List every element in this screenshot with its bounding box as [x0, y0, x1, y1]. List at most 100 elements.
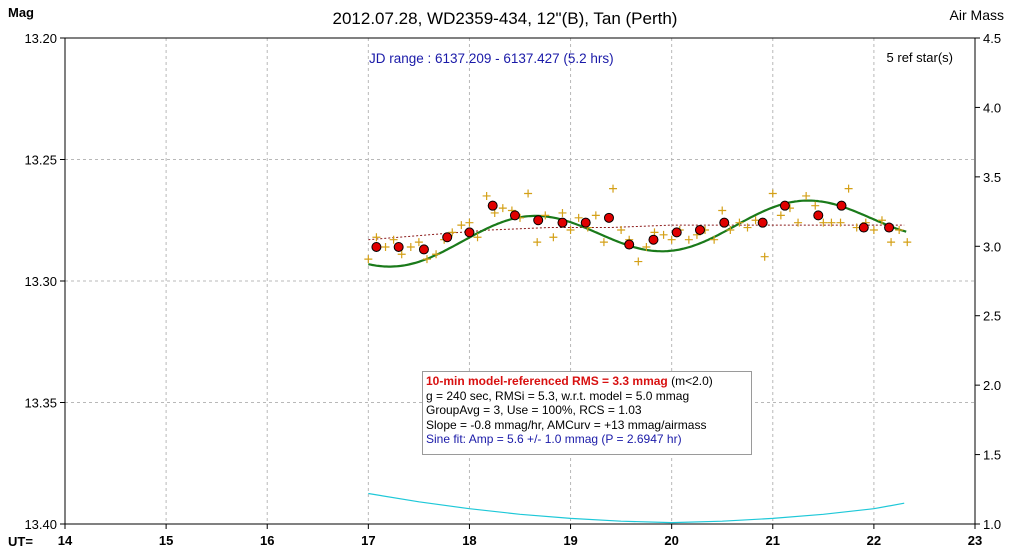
rms-label: 10-min model-referenced RMS = 3.3 mmag: [426, 374, 668, 388]
raw-measurement-point: [802, 191, 811, 200]
averaged-point: [648, 234, 659, 245]
raw-measurement-point: [726, 225, 735, 234]
raw-measurement-point: [372, 233, 381, 242]
airmass-curve: [368, 492, 905, 524]
raw-measurement-point: [566, 225, 575, 234]
stats-line-5: Sine fit: Amp = 5.6 +/- 1.0 mmag (P = 2.…: [426, 432, 682, 446]
raw-measurement-point: [591, 211, 600, 220]
raw-measurement-point: [490, 208, 499, 217]
averaged-point: [557, 217, 568, 228]
stats-line-2: g = 240 sec, RMSi = 5.3, w.r.t. model = …: [426, 388, 690, 403]
data-series: [364, 184, 912, 524]
raw-measurement-point: [609, 184, 618, 193]
stats-line-4: Slope = -0.8 mmag/hr, AMCurv = +13 mmag/…: [426, 417, 707, 432]
y2-tick-label: 4.5: [983, 31, 1001, 46]
averaged-point: [418, 244, 429, 255]
x-axis-label: UT=: [8, 534, 33, 549]
x-tick-label: 22: [867, 533, 881, 548]
raw-measurement-point: [381, 242, 390, 251]
averaged-point: [393, 241, 404, 252]
raw-measurement-point: [397, 250, 406, 259]
averaged-point: [603, 212, 614, 223]
raw-measurement-point: [406, 242, 415, 251]
averaged-point: [533, 215, 544, 226]
raw-measurement-point: [667, 235, 676, 244]
averaged-point: [779, 200, 790, 211]
rms-condition: (m<2.0): [667, 374, 713, 388]
y-tick-label: 13.40: [24, 517, 57, 532]
x-tick-label: 16: [260, 533, 274, 548]
y2-tick-label: 3.5: [983, 170, 1001, 185]
sine-fit-curve: [368, 199, 907, 268]
raw-measurement-point: [389, 235, 398, 244]
averaged-point: [580, 217, 591, 228]
raw-measurement-point: [751, 216, 760, 225]
raw-measurement-point: [768, 189, 777, 198]
raw-measurement-point: [574, 213, 583, 222]
x-tick-label: 19: [563, 533, 577, 548]
averaged-point: [836, 200, 847, 211]
chart-title: 2012.07.28, WD2359-434, 12"(B), Tan (Per…: [333, 9, 678, 28]
y2-tick-label: 1.0: [983, 517, 1001, 532]
raw-measurement-point: [743, 223, 752, 232]
averaged-point: [813, 210, 824, 221]
averaged-point: [442, 232, 453, 243]
stats-line-1: 10-min model-referenced RMS = 3.3 mmag (…: [426, 374, 751, 389]
raw-measurement-point: [364, 255, 373, 264]
raw-measurement-point: [448, 228, 457, 237]
raw-measurement-point: [844, 184, 853, 193]
y2-tick-label: 4.0: [983, 100, 1001, 115]
raw-measurement-point: [718, 206, 727, 215]
averaged-point: [671, 227, 682, 238]
raw-measurement-point: [457, 221, 466, 230]
y2-tick-label: 2.0: [983, 378, 1001, 393]
raw-measurement-point: [836, 218, 845, 227]
averaged-point: [757, 217, 768, 228]
averaged-point: [509, 210, 520, 221]
y-axis-label: Mag: [8, 5, 34, 20]
raw-measurement-point: [599, 238, 608, 247]
raw-measurement-point: [760, 252, 769, 261]
x-tick-label: 17: [361, 533, 375, 548]
averaged-point: [694, 224, 705, 235]
raw-measurement-point: [498, 204, 507, 213]
raw-measurement-point: [414, 238, 423, 247]
raw-measurement-point: [735, 218, 744, 227]
raw-measurement-point: [634, 257, 643, 266]
raw-measurement-point: [533, 238, 542, 247]
raw-measurement-point: [903, 238, 912, 247]
raw-measurement-point: [869, 225, 878, 234]
ref-stars-label: 5 ref star(s): [887, 50, 953, 65]
raw-measurement-point: [465, 218, 474, 227]
raw-measurement-point: [549, 233, 558, 242]
axis-ticks: 14 15 16 17 18 19 20 21 22 23 13.20 13.25 13.30 13.35…: [24, 31, 1001, 548]
raw-measurement-point: [642, 242, 651, 251]
stats-box: 10-min model-referenced RMS = 3.3 mmag (…: [422, 371, 752, 455]
raw-measurement-point: [558, 208, 567, 217]
raw-measurement-point: [659, 230, 668, 239]
stats-line-3: GroupAvg = 3, Use = 100%, RCS = 1.03: [426, 403, 642, 417]
raw-measurement-point: [776, 211, 785, 220]
raw-measurement-point: [473, 233, 482, 242]
x-tick-label: 14: [58, 533, 73, 548]
y-tick-label: 13.30: [24, 274, 57, 289]
y-tick-label: 13.35: [24, 396, 57, 411]
y2-axis-label: Air Mass: [950, 7, 1004, 23]
y2-tick-label: 1.5: [983, 448, 1001, 463]
raw-measurement-point: [895, 225, 904, 234]
averaged-point: [884, 222, 895, 233]
raw-measurement-point: [524, 189, 533, 198]
x-tick-label: 21: [766, 533, 780, 548]
averaged-point: [487, 200, 498, 211]
raw-measurement-point: [710, 235, 719, 244]
raw-measurement-point: [684, 235, 693, 244]
raw-measurement-point: [811, 201, 820, 210]
x-tick-label: 23: [968, 533, 982, 548]
raw-measurement-point: [617, 225, 626, 234]
y2-tick-label: 3.0: [983, 239, 1001, 254]
grid-lines: [65, 38, 975, 524]
x-tick-label: 15: [159, 533, 173, 548]
x-tick-label: 18: [462, 533, 476, 548]
raw-measurement-point: [794, 218, 803, 227]
